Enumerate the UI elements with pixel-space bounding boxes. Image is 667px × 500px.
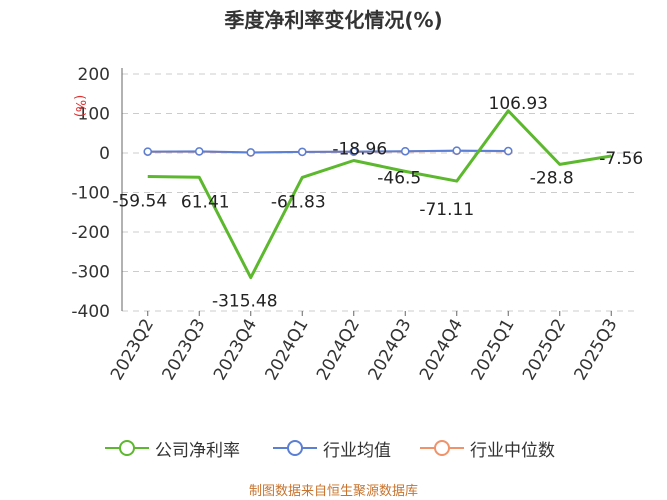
legend-item-company[interactable]: 公司净利率 (105, 433, 240, 463)
y-tick-label: -200 (71, 223, 110, 243)
legend: 公司净利率 行业均值 行业中位数 (0, 433, 667, 463)
x-tick-label: 2024Q1 (262, 316, 313, 384)
x-tick-label: 2024Q3 (365, 316, 416, 384)
data-label: -71.11 (419, 200, 474, 220)
x-tick-label: 2023Q2 (107, 316, 158, 384)
series-line (147, 149, 509, 154)
legend-label-mean: 行业均值 (323, 440, 391, 461)
data-label: 61.41 (181, 192, 230, 212)
y-tick-label: 200 (78, 65, 110, 85)
series-point (349, 147, 358, 156)
y-tick-label: -100 (71, 184, 110, 204)
series-point (401, 146, 410, 156)
x-tick-label: 2025Q1 (468, 316, 519, 384)
data-label: -61.83 (271, 192, 326, 212)
series-point (246, 148, 255, 157)
legend-label-median: 行业中位数 (470, 440, 555, 461)
series-point (298, 147, 307, 157)
chart-title: 季度净利率变化情况(%) (224, 8, 443, 32)
data-label: -18.96 (332, 139, 387, 159)
data-label: -46.5 (377, 168, 421, 188)
legend-item-industry-median[interactable]: 行业中位数 (420, 433, 555, 463)
legend-line-median-icon (420, 440, 464, 456)
legend-label-company: 公司净利率 (155, 440, 240, 461)
legend-line-mean-icon (273, 440, 317, 456)
source-note: 制图数据来自恒生聚源数据库 (248, 484, 418, 499)
y-tick-label: 100 (78, 105, 110, 125)
y-tick-label: -300 (71, 263, 110, 283)
series-group (143, 109, 612, 280)
y-tick-label: -400 (71, 302, 110, 322)
legend-line-company-icon (105, 440, 149, 456)
data-label: -315.48 (212, 292, 278, 312)
data-label: -7.56 (599, 149, 643, 169)
x-tick-label: 2023Q3 (159, 316, 210, 384)
y-axis-unit-label: (%) (72, 95, 87, 118)
series-point (195, 147, 204, 156)
x-tick-label: 2025Q3 (571, 316, 622, 384)
series-point (504, 146, 513, 156)
data-label: 106.93 (489, 94, 548, 114)
data-label: -59.54 (112, 192, 167, 212)
grid-lines (122, 73, 637, 312)
x-tick-label: 2024Q2 (313, 316, 364, 384)
series-point (143, 147, 152, 156)
x-axis: 2023Q2 2023Q3 2023Q4 2024Q1 2024Q2 2024Q3 2024… (107, 311, 622, 384)
data-labels: -59.54 61.41 -315.48 -61.83 -18.96 -46.5 -71.1… (112, 94, 643, 312)
x-tick-label: 2024Q4 (416, 316, 467, 384)
y-tick-label: 0 (99, 144, 110, 164)
x-tick-label: 2025Q2 (519, 316, 570, 384)
data-label: -28.8 (530, 168, 574, 188)
legend-item-industry-mean[interactable]: 行业均值 (273, 433, 391, 463)
y-axis: 200 100 0 -100 -200 -300 -400 (%) (71, 65, 123, 322)
x-tick-label: 2023Q4 (210, 316, 261, 384)
series-point (452, 146, 461, 155)
series-line (147, 109, 612, 280)
